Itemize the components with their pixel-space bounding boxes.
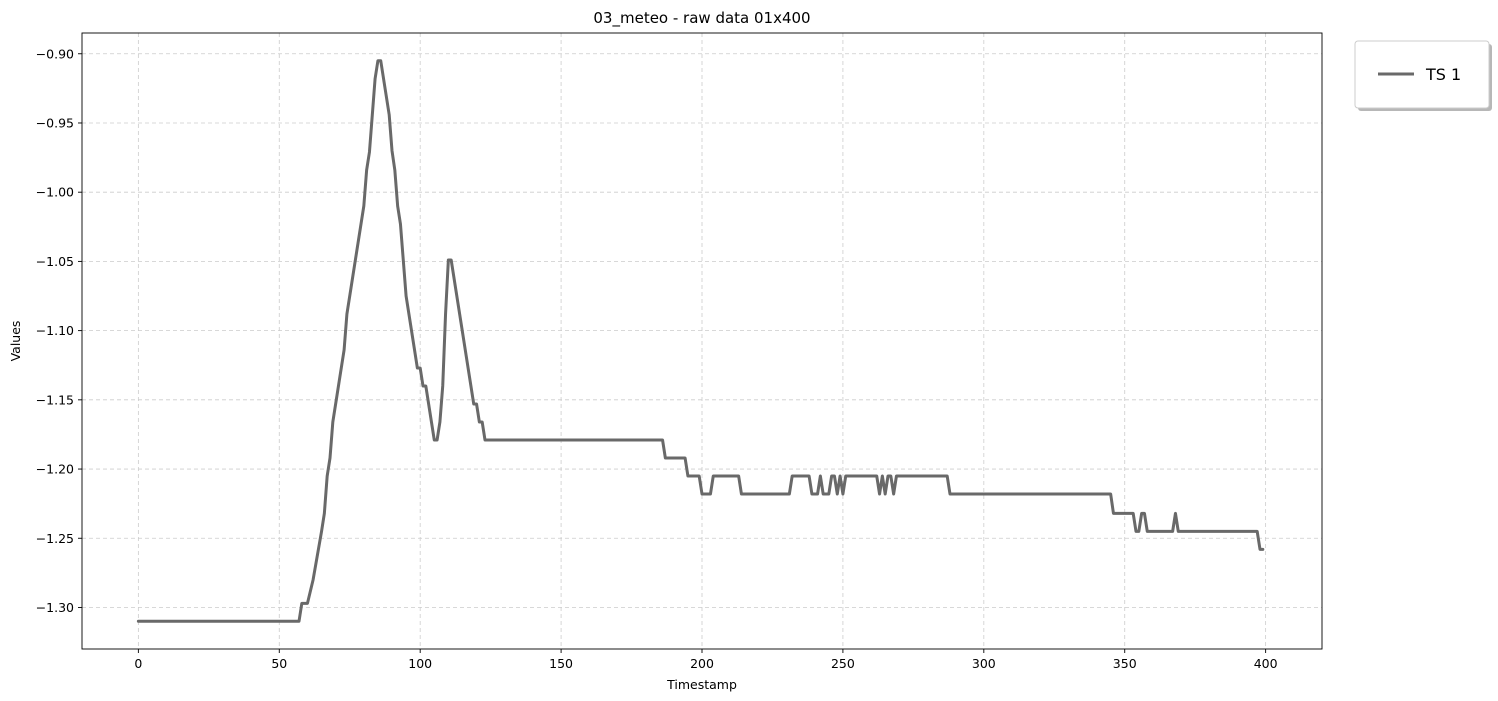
legend-label-ts-1: TS 1 xyxy=(1425,65,1461,84)
x-tick-label: 250 xyxy=(831,656,855,671)
x-axis-ticks: 0 50 100 150 200 250 300 350 400 xyxy=(134,649,1278,671)
y-tick-label: −0.95 xyxy=(36,115,74,130)
y-tick-label: −1.30 xyxy=(36,600,74,615)
y-tick-label: −1.25 xyxy=(36,531,74,546)
legend: TS 1 xyxy=(1354,40,1492,111)
x-tick-label: 150 xyxy=(549,656,573,671)
x-tick-label: 200 xyxy=(690,656,714,671)
y-axis-label: Values xyxy=(8,321,23,362)
x-tick-label: 50 xyxy=(271,656,287,671)
y-tick-label: −1.15 xyxy=(36,392,74,407)
grid xyxy=(82,33,1322,649)
series-layer xyxy=(136,59,1265,623)
y-tick-label: −1.20 xyxy=(36,462,74,477)
x-tick-label: 400 xyxy=(1254,656,1278,671)
y-axis-ticks: −1.30 −1.25 −1.20 −1.15 −1.10 −1.05 −1.00 −0.95… xyxy=(36,46,82,615)
y-tick-label: −1.05 xyxy=(36,254,74,269)
x-axis-label: Timestamp xyxy=(666,677,737,692)
chart-title: 03_meteo - raw data 01x400 xyxy=(593,9,810,28)
x-tick-label: 0 xyxy=(134,656,142,671)
x-tick-label: 100 xyxy=(408,656,432,671)
y-tick-label: −1.00 xyxy=(36,185,74,200)
x-tick-label: 350 xyxy=(1113,656,1137,671)
series-line-ts-1 xyxy=(136,59,1265,623)
x-tick-label: 300 xyxy=(972,656,996,671)
y-tick-label: −1.10 xyxy=(36,323,74,338)
y-tick-label: −0.90 xyxy=(36,46,74,61)
legend-box xyxy=(1354,40,1490,109)
